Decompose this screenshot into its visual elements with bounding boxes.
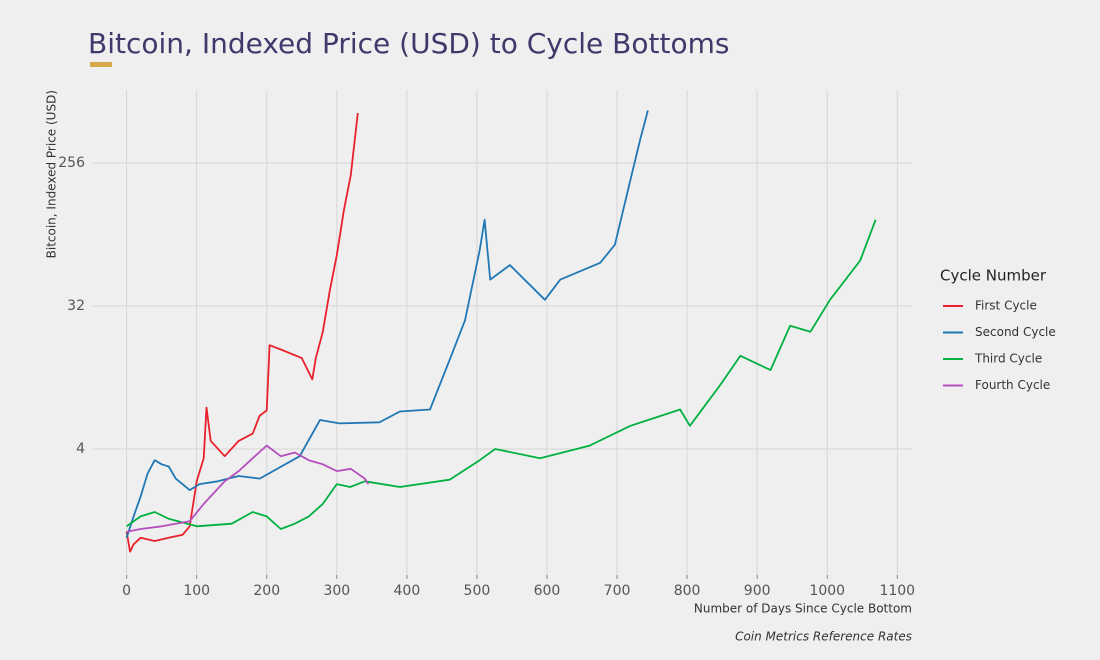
y-tick-label: 32 <box>67 298 85 314</box>
x-tick-label: 400 <box>394 583 421 599</box>
legend-title: Cycle Number <box>940 267 1047 285</box>
x-tick-label: 700 <box>604 583 631 599</box>
chart-title: Bitcoin, Indexed Price (USD) to Cycle Bo… <box>88 27 729 60</box>
x-tick-label: 200 <box>253 583 280 599</box>
x-tick-label: 100 <box>183 583 210 599</box>
series-line <box>126 219 877 530</box>
x-tick-label: 900 <box>744 583 771 599</box>
x-tick-label: 600 <box>534 583 561 599</box>
y-axis-label: Bitcoin, Indexed Price (USD) <box>45 90 59 258</box>
y-tick-label: 4 <box>76 441 85 457</box>
x-tick-label: 1100 <box>879 583 915 599</box>
series-line <box>126 444 370 533</box>
series-line <box>125 112 359 553</box>
x-tick-label: 1000 <box>809 583 845 599</box>
legend-label: Third Cycle <box>974 352 1042 366</box>
x-tick-label: 500 <box>464 583 491 599</box>
series-line <box>125 110 649 539</box>
legend-label: Second Cycle <box>975 325 1056 339</box>
source: Coin Metrics Reference Rates <box>735 630 912 644</box>
x-axis-label: Number of Days Since Cycle Bottom <box>694 602 912 616</box>
x-tick-label: 0 <box>122 583 131 599</box>
y-tick-label: 256 <box>58 155 85 171</box>
legend-label: First Cycle <box>975 299 1037 313</box>
legend-label: Fourth Cycle <box>975 378 1050 392</box>
title-accent <box>90 62 112 67</box>
x-tick-label: 300 <box>323 583 350 599</box>
x-tick-label: 800 <box>674 583 701 599</box>
